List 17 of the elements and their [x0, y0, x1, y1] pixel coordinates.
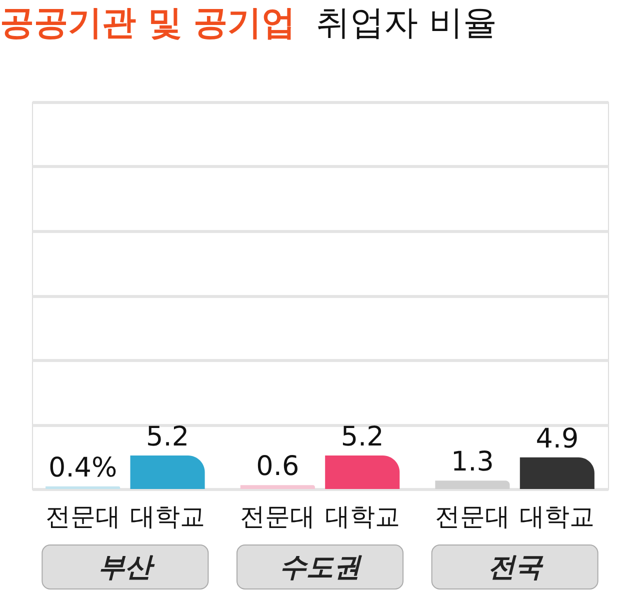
text: 전국 [488, 552, 544, 583]
data-label: 0.4% [48, 452, 118, 484]
x-tick-label: 대학교 [324, 502, 400, 531]
chart-subtitle: 취업자 비율 [316, 3, 498, 43]
data-label: 0.6 [256, 451, 300, 482]
data-label: 5.2 [146, 421, 190, 452]
x-tick-label: 전문대 [434, 502, 510, 531]
x-tick-label: 대학교 [520, 502, 595, 531]
data-label: 4.9 [536, 423, 579, 454]
chart-title: 공공기관 및 공기업 [0, 3, 296, 43]
x-tick-label: 대학교 [130, 502, 206, 531]
x-tick-label: 전문대 [45, 502, 120, 531]
text: 부산 [98, 552, 156, 583]
data-label: 5.2 [340, 421, 384, 452]
text: 수도권 [280, 552, 362, 583]
data-label: 1.3 [450, 446, 494, 478]
x-tick-label: 전문대 [240, 502, 316, 531]
